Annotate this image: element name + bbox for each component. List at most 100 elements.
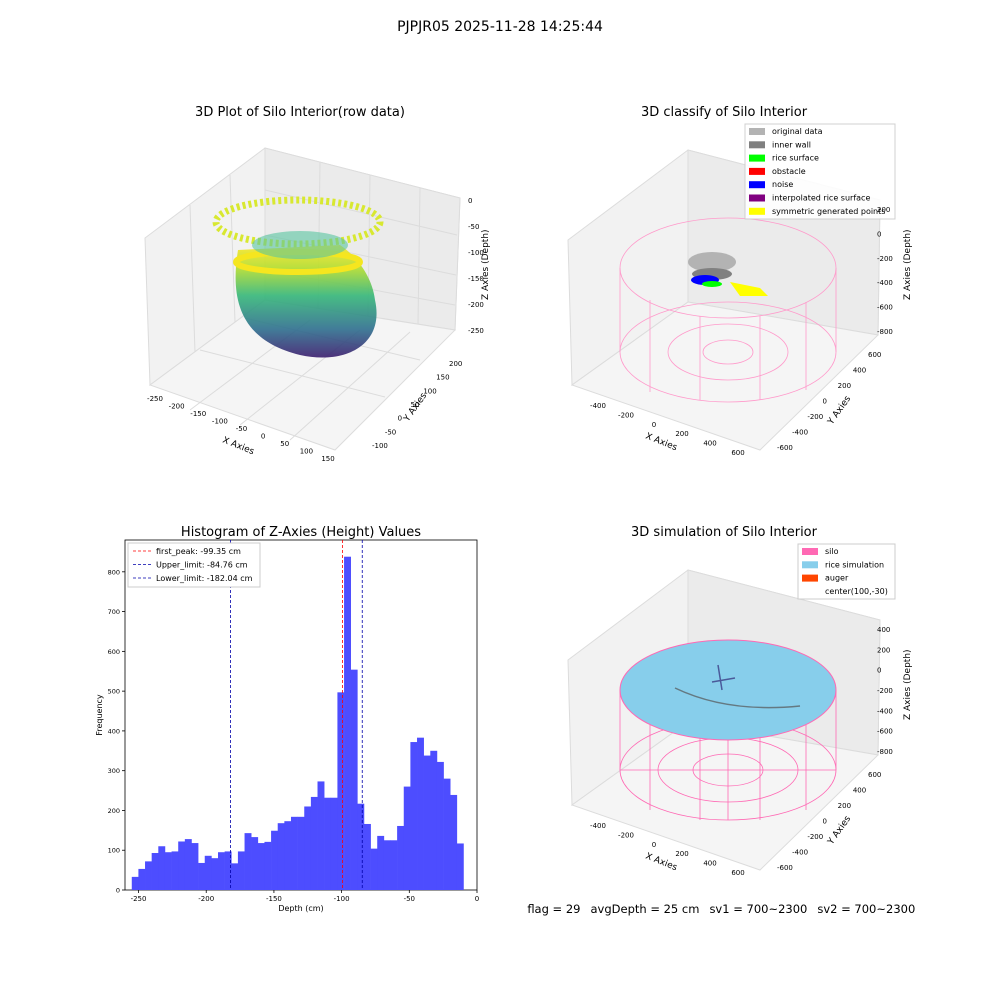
classify-xlabel: X Axies xyxy=(644,432,679,454)
hist-bar xyxy=(317,781,325,890)
hist-bar xyxy=(151,853,159,890)
hist-bar xyxy=(370,848,378,890)
sim-rice-surface xyxy=(619,639,837,741)
hist-bar xyxy=(184,839,192,890)
classify-y-tick-label: 200 xyxy=(838,382,851,390)
classify-z-tick-label: -800 xyxy=(877,328,893,336)
sim-z-tick-label: -800 xyxy=(877,748,893,756)
classify-legend-label: original data xyxy=(772,127,823,136)
sim-xlabel: X Axies xyxy=(644,852,679,874)
raw-y-tick-label: 0 xyxy=(398,415,402,423)
classify-legend-label: noise xyxy=(772,180,793,189)
raw-z-tick-label: -250 xyxy=(468,327,484,335)
sim-y-tick-label: -400 xyxy=(792,849,808,857)
sim-legend-swatch xyxy=(802,561,818,569)
sim-legend-label: silo xyxy=(825,547,839,556)
hist-bar xyxy=(191,843,199,890)
classify-legend-label: symmetric generated points xyxy=(772,207,885,216)
raw-x-tick-labels: -250 -200 -150 -100 -50 0 50 100 150 xyxy=(147,395,335,463)
hist-bar xyxy=(423,755,431,890)
panel-raw-title: 3D Plot of Silo Interior(row data) xyxy=(195,105,405,120)
hist-x-tick-label: -250 xyxy=(131,895,147,903)
raw-x-tick-label: -150 xyxy=(190,410,206,418)
hist-bar xyxy=(218,852,225,890)
raw-z-tick-label: 0 xyxy=(468,197,472,205)
classify-legend-swatch xyxy=(749,141,765,149)
classify-legend-swatch xyxy=(749,181,765,189)
footer-avg-depth: avgDepth = 25 cm xyxy=(590,902,700,916)
hist-bar xyxy=(417,737,424,890)
hist-bar xyxy=(377,835,385,890)
sim-legend-label: center(100,-30) xyxy=(825,587,888,596)
classify-legend-swatch xyxy=(749,128,765,135)
hist-y-tick-label: 600 xyxy=(108,648,120,656)
classify-z-tick-label: -200 xyxy=(877,255,893,263)
classify-silo-cylinder xyxy=(619,217,837,403)
hist-bar xyxy=(244,833,252,890)
sim-x-tick-label: 400 xyxy=(703,860,716,868)
panel-raw-3d: 3D Plot of Silo Interior(row data) X Axi… xyxy=(144,105,491,463)
hist-bar xyxy=(237,851,245,890)
hist-bar xyxy=(383,840,391,890)
hist-bar xyxy=(410,742,418,890)
hist-bar xyxy=(337,692,345,890)
hist-y-tick-label: 100 xyxy=(108,847,120,855)
sim-legend-swatch xyxy=(802,574,818,582)
classify-ylabel: Y Axies xyxy=(826,394,854,427)
classify-legend-label: obstacle xyxy=(772,167,806,176)
hist-bar xyxy=(231,863,239,890)
hist-y-tick-label: 500 xyxy=(108,688,120,696)
classify-point-groups xyxy=(688,252,768,296)
panel-classify-3d: 3D classify of Silo Interior original da… xyxy=(567,105,913,457)
figure-suptitle: PJPJR05 2025-11-28 14:25:44 xyxy=(397,19,603,35)
hist-y-tick-label: 400 xyxy=(108,727,120,735)
hist-legend-label: first_peak: -99.35 cm xyxy=(156,547,241,556)
hist-bar xyxy=(138,868,146,890)
hist-bar xyxy=(145,861,152,890)
classify-legend-swatch xyxy=(749,194,765,202)
classify-z-tick-label: -600 xyxy=(877,304,893,312)
raw-y-tick-label: -50 xyxy=(385,428,396,436)
classify-y-tick-label: 600 xyxy=(868,351,881,359)
hist-bar xyxy=(397,825,405,890)
classify-y-tick-label: 400 xyxy=(853,367,866,375)
hist-legend: first_peak: -99.35 cm Upper_limit: -84.76… xyxy=(127,542,261,588)
footer-status: flag = 29 avgDepth = 25 cm sv1 = 700~2300 s… xyxy=(520,888,925,916)
raw-z-tick-label: -200 xyxy=(468,301,484,309)
hist-legend-label: Upper_limit: -84.76 cm xyxy=(156,561,248,570)
hist-bar xyxy=(443,778,451,890)
hist-bar xyxy=(324,797,332,890)
sim-y-tick-label: 600 xyxy=(868,771,881,779)
hist-y-tick-label: 800 xyxy=(108,568,120,576)
classify-legend-label: interpolated rice surface xyxy=(772,194,870,203)
raw-xlabel: X Axies xyxy=(221,436,256,458)
hist-bars xyxy=(131,556,464,890)
classify-y-tick-label: -600 xyxy=(777,444,793,452)
raw-x-tick-label: 150 xyxy=(321,455,334,463)
classify-x-tick-label: -400 xyxy=(590,402,606,410)
hist-title: Histogram of Z-Axies (Height) Values xyxy=(181,525,421,540)
classify-x-tick-label: 0 xyxy=(652,421,656,429)
panel-classify-title: 3D classify of Silo Interior xyxy=(641,105,808,120)
sim-x-tick-label: -400 xyxy=(590,822,606,830)
raw-zlabel: Z Axies (Depth) xyxy=(481,229,491,300)
hist-bar xyxy=(436,761,444,890)
classify-z-tick-labels: 200 0 -200 -400 -600 -800 xyxy=(877,206,893,336)
raw-x-tick-label: -250 xyxy=(147,395,163,403)
classify-legend-swatch xyxy=(749,207,765,215)
panel-sim-title: 3D simulation of Silo Interior xyxy=(631,525,818,540)
hist-x-tick-labels: -250 -200 -150 -100 -50 0 xyxy=(131,890,479,903)
sim-x-tick-labels: -400 -200 0 200 400 600 xyxy=(590,822,745,877)
hist-bar xyxy=(198,862,206,890)
hist-x-tick-label: 0 xyxy=(475,895,479,903)
hist-bar xyxy=(290,816,298,890)
hist-x-tick-label: -50 xyxy=(404,895,415,903)
sim-ylabel: Y Axies xyxy=(826,814,854,847)
raw-z-tick-label: -150 xyxy=(468,275,484,283)
raw-x-tick-label: 0 xyxy=(261,433,265,441)
sim-z-tick-label: -400 xyxy=(877,707,893,715)
hist-bar xyxy=(403,786,411,890)
hist-bar xyxy=(390,840,398,890)
classify-legend-label: rice surface xyxy=(772,154,819,163)
